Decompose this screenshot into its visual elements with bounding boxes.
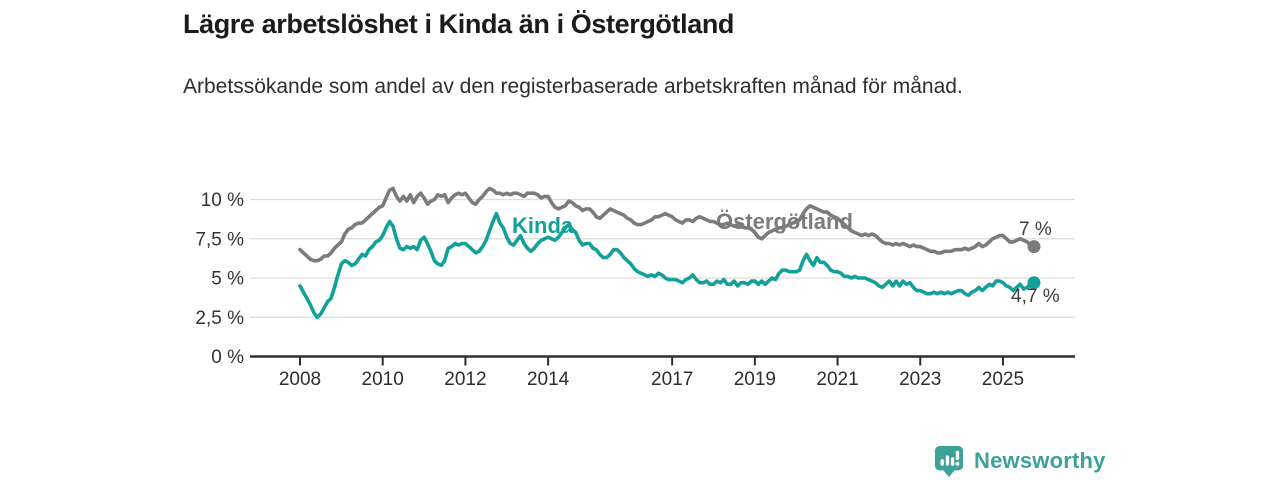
- brand-footer: Newsworthy: [934, 445, 1106, 478]
- series-end-dot-kinda: [1027, 276, 1041, 290]
- y-axis-tick-label: 7,5 %: [195, 229, 244, 250]
- x-axis-tick-label: 2008: [279, 369, 321, 390]
- x-axis-tick-label: 2012: [444, 369, 486, 390]
- series-end-dot-ostergotland: [1027, 240, 1041, 254]
- x-axis-tick-label: 2017: [651, 369, 693, 390]
- y-axis-tick-label: 2,5 %: [195, 308, 244, 329]
- x-axis-tick-label: 2010: [362, 369, 404, 390]
- x-axis-tick-label: 2025: [982, 369, 1024, 390]
- x-axis-tick-label: 2021: [816, 369, 858, 390]
- y-axis-tick-label: 0 %: [211, 347, 244, 368]
- end-value-label-kinda: 4,7 %: [1011, 286, 1060, 307]
- y-axis-tick-label: 10 %: [201, 190, 244, 211]
- series-line-ostergotland: [298, 186, 1036, 263]
- x-axis-tick-label: 2019: [734, 369, 776, 390]
- y-axis-tick-label: 5 %: [211, 269, 244, 290]
- page-title: Lägre arbetslöshet i Kinda än i Östergöt…: [183, 9, 735, 39]
- x-axis-tick-label: 2023: [899, 369, 941, 390]
- newsworthy-logo-icon: [934, 446, 964, 477]
- brand-name: Newsworthy: [974, 448, 1106, 473]
- series-label-ostergotland: Östergötland: [716, 209, 853, 234]
- end-value-label-ostergotland: 7 %: [1019, 219, 1052, 240]
- x-axis-tick-label: 2014: [527, 369, 570, 390]
- series-label-kinda: Kinda: [512, 213, 574, 238]
- series-line-kinda: [298, 211, 1036, 320]
- chart-subtitle: Arbetssökande som andel av den registerb…: [183, 75, 963, 98]
